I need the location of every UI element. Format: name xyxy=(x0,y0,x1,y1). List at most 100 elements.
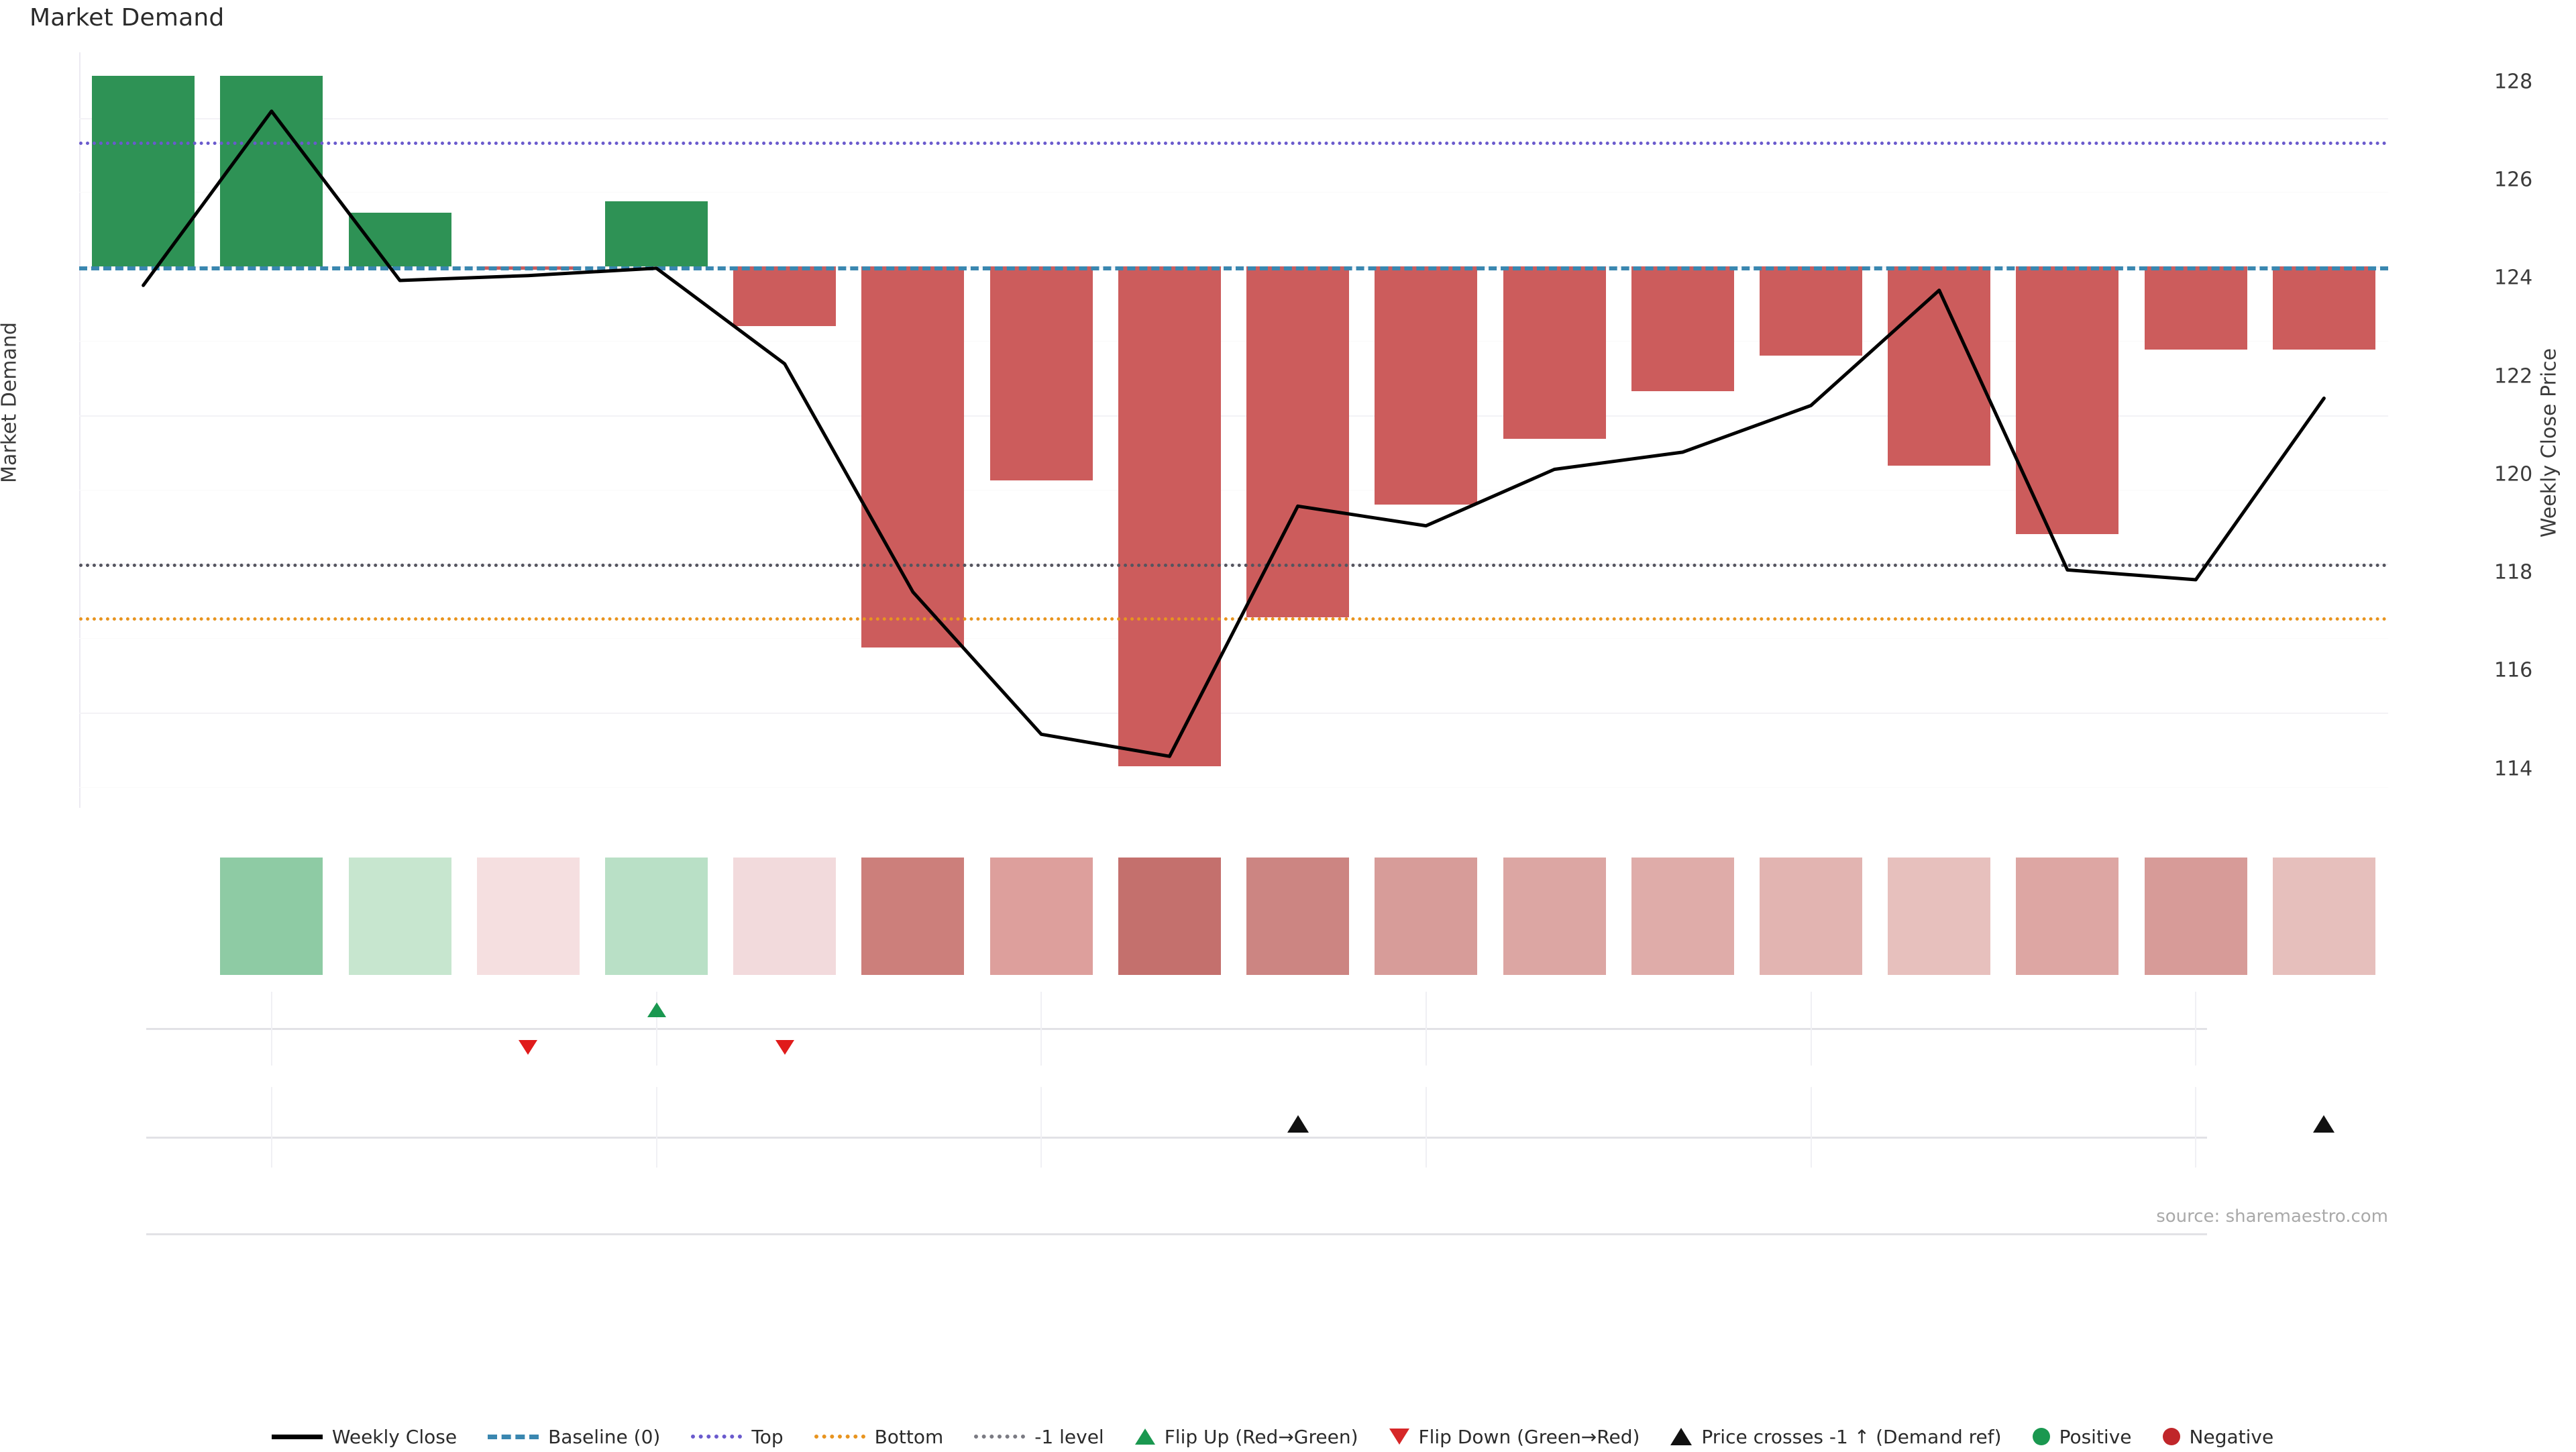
demand-bar xyxy=(989,266,1093,481)
flip-marker-panel xyxy=(79,992,2388,1066)
right-axis-title: Weekly Close Price xyxy=(2537,348,2561,538)
legend-item[interactable]: Weekly Close xyxy=(271,1425,458,1448)
gridline xyxy=(79,117,2388,119)
demand-bar xyxy=(1631,266,1734,392)
heatmap-cell xyxy=(2272,858,2375,975)
legend-label: Negative xyxy=(2189,1425,2274,1448)
flip-panel-axis xyxy=(146,1028,2207,1030)
legend-dotted-line-icon xyxy=(691,1435,743,1439)
legend-label: Price crosses -1 ↑ (Demand ref) xyxy=(1701,1425,2002,1448)
source-panel-axis xyxy=(146,1233,2207,1235)
legend-item[interactable]: Flip Up (Red→Green) xyxy=(1134,1426,1358,1448)
legend-triangle-up-icon xyxy=(1134,1429,1155,1445)
panel-tick xyxy=(1810,992,1812,1066)
legend-label: Weekly Close xyxy=(331,1425,458,1448)
reference-line-top xyxy=(79,141,2388,145)
heatmap-cell xyxy=(220,858,323,975)
panel-tick xyxy=(2195,1087,2197,1168)
reference-line-1-level xyxy=(79,564,2388,568)
legend-triangle-up-black-icon xyxy=(1670,1428,1693,1445)
heatmap-cell xyxy=(2016,858,2119,975)
legend-label: Positive xyxy=(2059,1425,2132,1448)
legend-circle-icon xyxy=(2162,1428,2180,1445)
heatmap-cell xyxy=(1888,858,1991,975)
demand-bar xyxy=(2272,266,2375,350)
demand-bar xyxy=(733,266,837,326)
reference-line-baseline-0 xyxy=(79,266,2388,271)
heatmap-cell xyxy=(605,858,708,975)
source-panel: source: sharemaestro.com xyxy=(79,1201,2388,1255)
demand-bar xyxy=(1375,266,1478,505)
legend-solid-line-icon xyxy=(271,1434,323,1439)
legend-item[interactable]: Price crosses -1 ↑ (Demand ref) xyxy=(1670,1425,2002,1448)
panel-tick xyxy=(1425,992,1427,1066)
legend-item[interactable]: Flip Down (Green→Red) xyxy=(1389,1426,1640,1448)
right-axis-tick-label: 124 xyxy=(2494,266,2533,290)
left-axis-title: Market Demand xyxy=(0,322,21,483)
heatmap-cell xyxy=(1760,858,1862,975)
legend-dotted-line-icon xyxy=(814,1435,865,1439)
heatmap-cell xyxy=(1246,858,1350,975)
flip-down-marker xyxy=(519,1040,538,1055)
flip-down-marker xyxy=(775,1040,794,1055)
panel-tick xyxy=(2195,992,2197,1066)
demand-intensity-heatmap xyxy=(79,858,2388,975)
weekly-close-line xyxy=(142,109,2326,758)
heatmap-cell xyxy=(1631,858,1734,975)
legend-label: Flip Down (Green→Red) xyxy=(1418,1425,1640,1448)
minor-gridline xyxy=(79,786,2388,788)
heatmap-cell xyxy=(733,858,837,975)
right-axis-tick-label: 118 xyxy=(2494,560,2533,584)
minor-gridline xyxy=(79,192,2388,193)
demand-bar xyxy=(348,213,451,267)
minor-gridline xyxy=(79,341,2388,342)
demand-bar xyxy=(861,266,965,647)
heatmap-cell xyxy=(989,858,1093,975)
demand-bar xyxy=(2144,266,2247,350)
gridline xyxy=(79,415,2388,417)
chart-legend: Weekly Close Baseline (0) Top Bottom -1 leve… xyxy=(0,1421,2576,1452)
legend-item[interactable]: Baseline (0) xyxy=(488,1426,660,1448)
price-cross-marker xyxy=(2313,1115,2335,1133)
heatmap-cell xyxy=(1503,858,1606,975)
legend-item[interactable]: Positive xyxy=(2032,1425,2132,1448)
heatmap-cell xyxy=(2144,858,2247,975)
legend-dashed-line-icon xyxy=(488,1434,539,1439)
y-axis-spine xyxy=(79,52,80,808)
reference-line-bottom xyxy=(79,617,2388,621)
cross-panel-axis xyxy=(146,1137,2207,1139)
legend-label: Baseline (0) xyxy=(548,1425,661,1448)
legend-item[interactable]: Top xyxy=(691,1425,784,1448)
panel-tick xyxy=(655,992,657,1066)
panel-tick xyxy=(1810,1087,1812,1168)
legend-item[interactable]: Bottom xyxy=(814,1426,943,1448)
price-cross-panel xyxy=(79,1087,2388,1168)
legend-label: -1 level xyxy=(1034,1425,1104,1448)
right-axis-tick-label: 120 xyxy=(2494,462,2533,486)
legend-circle-icon xyxy=(2032,1428,2050,1445)
gridline xyxy=(79,713,2388,715)
heatmap-cell xyxy=(476,858,580,975)
legend-dotted-line-icon xyxy=(974,1435,1026,1439)
demand-bar xyxy=(2016,266,2119,535)
panel-tick xyxy=(1040,1087,1042,1168)
heatmap-cell xyxy=(1118,858,1221,975)
flip-up-marker xyxy=(647,1002,666,1017)
price-cross-marker xyxy=(1287,1115,1309,1133)
demand-bar xyxy=(1760,266,1862,356)
heatmap-cell xyxy=(348,858,451,975)
panel-tick xyxy=(1040,992,1042,1066)
legend-item[interactable]: -1 level xyxy=(974,1426,1104,1448)
heatmap-cell xyxy=(1375,858,1478,975)
legend-item[interactable]: Negative xyxy=(2162,1425,2274,1448)
demand-bar xyxy=(1246,266,1350,618)
legend-label: Top xyxy=(751,1425,784,1448)
minor-gridline xyxy=(79,638,2388,639)
panel-tick xyxy=(270,992,272,1066)
heatmap-cell xyxy=(861,858,965,975)
panel-tick xyxy=(270,1087,272,1168)
page-title: Market Demand xyxy=(30,4,225,32)
source-attribution: source: sharemaestro.com xyxy=(2156,1206,2388,1227)
